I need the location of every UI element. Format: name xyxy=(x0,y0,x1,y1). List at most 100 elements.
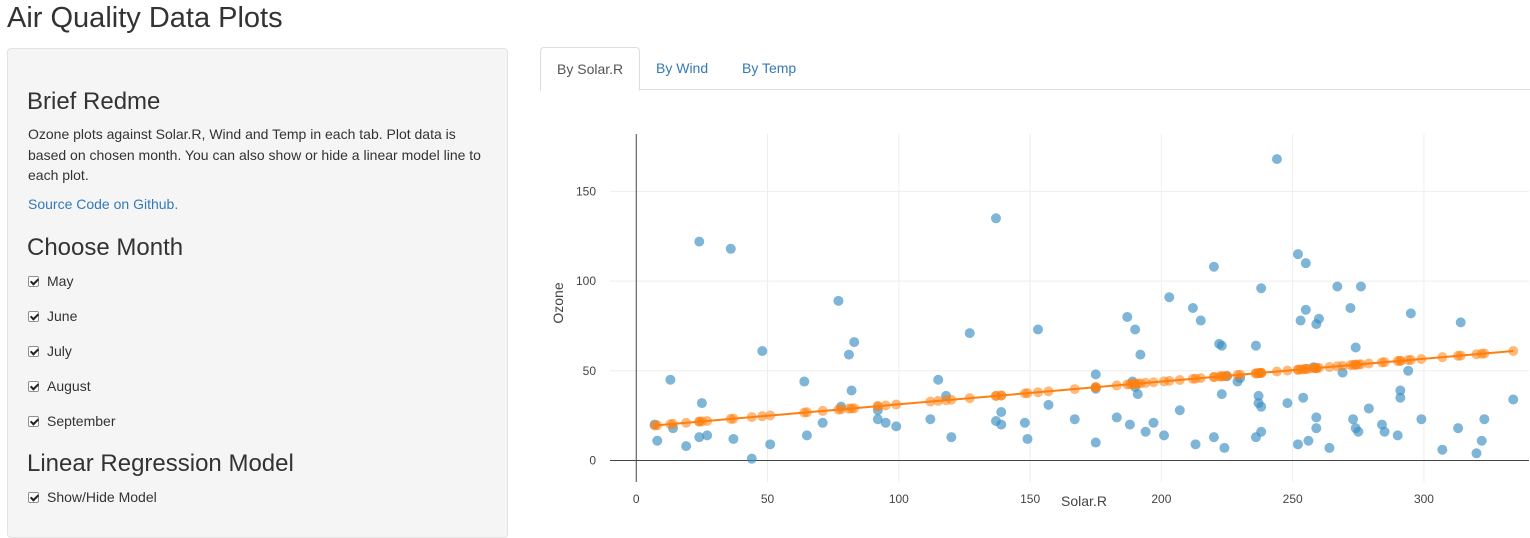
data-point xyxy=(1122,311,1133,322)
month-option-may[interactable]: May xyxy=(28,272,73,290)
data-point xyxy=(1214,338,1225,349)
data-point xyxy=(1190,439,1201,450)
y-tick-label: 100 xyxy=(576,274,596,288)
data-point xyxy=(1282,398,1293,409)
fitted-point xyxy=(725,413,736,424)
y-axis-label: Ozone xyxy=(550,282,566,323)
data-point xyxy=(746,453,757,464)
data-point xyxy=(1332,281,1343,292)
fitted-point xyxy=(1332,361,1343,372)
month-label: August xyxy=(47,378,91,394)
tab-by-wind[interactable]: By Wind xyxy=(656,60,709,76)
month-option-july[interactable]: July xyxy=(28,342,72,360)
data-point xyxy=(702,430,713,441)
data-point xyxy=(1405,308,1416,319)
fitted-point xyxy=(1019,388,1030,399)
data-point xyxy=(725,243,736,254)
data-point xyxy=(849,337,860,348)
fitted-point xyxy=(1437,352,1448,363)
month-option-august[interactable]: August xyxy=(28,377,91,395)
fitted-point xyxy=(1032,387,1043,398)
data-point xyxy=(801,430,812,441)
fitted-point xyxy=(702,415,713,426)
data-point xyxy=(1250,340,1261,351)
data-point xyxy=(1256,426,1267,437)
model-toggle[interactable]: Show/Hide Model xyxy=(28,488,157,506)
data-point xyxy=(1300,258,1311,269)
data-point xyxy=(990,213,1001,224)
source-code-link[interactable]: Source Code on Github. xyxy=(28,196,179,212)
data-point xyxy=(843,349,854,360)
data-point xyxy=(925,414,936,425)
checkbox-checked-icon[interactable] xyxy=(28,275,39,287)
data-point xyxy=(1403,365,1414,376)
data-point xyxy=(1453,423,1464,434)
data-point xyxy=(1303,435,1314,446)
data-point xyxy=(1208,261,1219,272)
data-point xyxy=(1311,423,1322,434)
data-point xyxy=(694,236,705,247)
fitted-point xyxy=(891,399,902,410)
fitted-point xyxy=(757,411,768,422)
tab-by-temp[interactable]: By Temp xyxy=(742,60,797,76)
model-toggle-label: Show/Hide Model xyxy=(47,489,157,505)
data-point xyxy=(1355,281,1366,292)
month-heading: Choose Month xyxy=(27,234,184,261)
checkbox-checked-icon[interactable] xyxy=(28,491,39,503)
checkbox-checked-icon[interactable] xyxy=(28,415,39,427)
fitted-point xyxy=(1479,348,1490,359)
fitted-point xyxy=(799,407,810,418)
fitted-point xyxy=(833,404,844,415)
fitted-point xyxy=(872,401,883,412)
data-point xyxy=(1508,394,1519,405)
tab-by-solar[interactable]: By Solar.R xyxy=(540,47,641,91)
data-point xyxy=(1174,405,1185,416)
fitted-point xyxy=(946,394,957,405)
data-point xyxy=(1130,324,1141,335)
x-tick-label: 0 xyxy=(633,492,640,506)
fitted-point xyxy=(694,416,705,427)
data-point xyxy=(1324,442,1335,453)
data-point xyxy=(1392,430,1403,441)
axes: 0 50 100 150 200 250 300 0 50 100 150 xyxy=(576,134,1529,506)
model-heading: Linear Regression Model xyxy=(27,450,294,477)
month-option-june[interactable]: June xyxy=(28,307,77,325)
fitted-point xyxy=(849,403,860,414)
checkbox-checked-icon[interactable] xyxy=(28,345,39,357)
readme-text: Ozone plots against Solar.R, Wind and Te… xyxy=(28,126,481,183)
data-point xyxy=(1395,385,1406,396)
fitted-point xyxy=(1219,371,1230,382)
data-point xyxy=(1295,315,1306,326)
checkbox-checked-icon[interactable] xyxy=(28,310,39,322)
data-point xyxy=(1345,303,1356,313)
data-point xyxy=(1416,414,1427,425)
data-point xyxy=(1300,304,1311,315)
fitted-point xyxy=(765,410,776,421)
fitted-point xyxy=(1363,358,1374,369)
fitted-point xyxy=(1256,367,1267,378)
data-point xyxy=(665,374,676,385)
data-point xyxy=(833,295,844,306)
data-point xyxy=(1043,399,1054,410)
data-point xyxy=(1148,417,1159,428)
x-tick-label: 300 xyxy=(1414,492,1434,506)
fitted-point xyxy=(1208,371,1219,382)
data-point xyxy=(880,417,891,428)
grid-lines xyxy=(610,134,1529,482)
data-points xyxy=(649,154,1519,464)
checkbox-checked-icon[interactable] xyxy=(28,380,39,392)
data-point xyxy=(1292,439,1303,450)
fitted-point xyxy=(1300,364,1311,375)
x-tick-label: 250 xyxy=(1283,492,1303,506)
data-point xyxy=(996,419,1007,430)
x-axis-label: Solar.R xyxy=(1061,493,1107,509)
fitted-point xyxy=(1324,361,1335,372)
data-point xyxy=(652,435,663,446)
data-point xyxy=(1437,444,1448,455)
month-label: September xyxy=(47,413,116,429)
data-point xyxy=(681,441,692,452)
data-point xyxy=(933,374,944,385)
month-option-september[interactable]: September xyxy=(28,412,115,430)
model-line-layer xyxy=(649,346,1519,431)
month-label: July xyxy=(47,343,72,359)
